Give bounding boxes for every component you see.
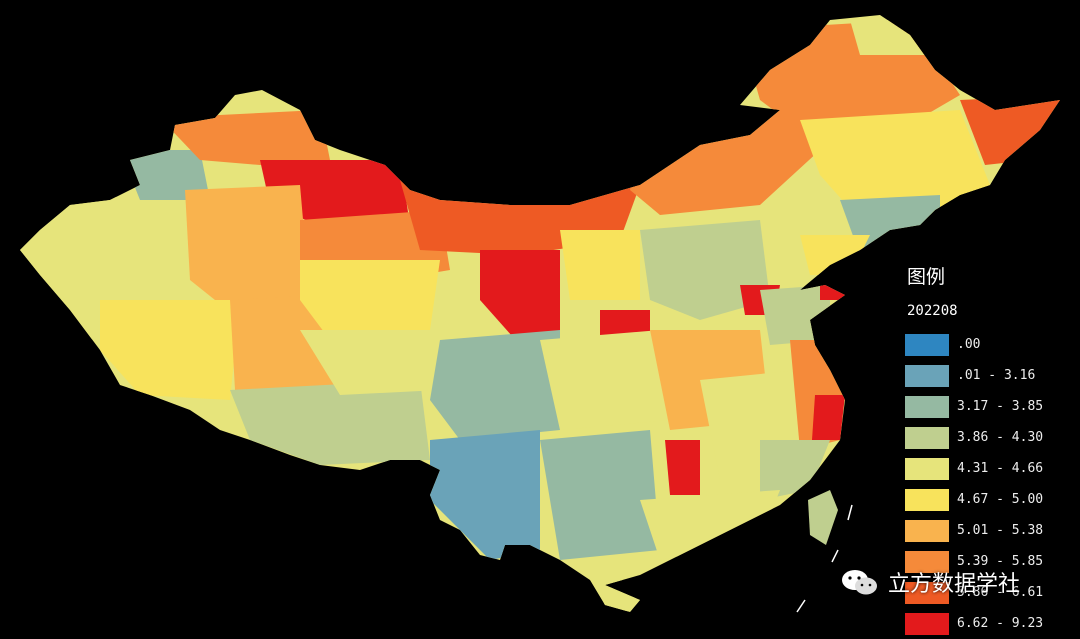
legend-row: 6.62 - 9.23 [905, 608, 1075, 639]
region-guangdong [640, 490, 780, 560]
legend-row: 5.86 - 6.61 [905, 577, 1075, 608]
legend-label: 5.01 - 5.38 [957, 523, 1044, 538]
legend-swatch [905, 519, 949, 542]
region-daxinganling [850, 20, 925, 55]
region-sichuan-east [540, 330, 670, 430]
dash-segment [847, 504, 853, 521]
legend-label: .01 - 3.16 [957, 368, 1036, 383]
legend-label: 3.17 - 3.85 [957, 399, 1044, 414]
legend-row: 4.31 - 4.66 [905, 453, 1075, 484]
legend-swatch [905, 581, 949, 604]
legend-swatch [905, 333, 949, 356]
legend-row: 5.01 - 5.38 [905, 515, 1075, 546]
legend-row: 3.86 - 4.30 [905, 422, 1075, 453]
legend-row: .00 [905, 329, 1075, 360]
region-hebei [640, 220, 770, 320]
region-ningxia-gansu [480, 250, 560, 345]
legend-swatch [905, 612, 949, 635]
watermark-text: 立方数据学社 [888, 572, 1021, 597]
legend-label: 4.31 - 4.66 [957, 461, 1044, 476]
region-shanxi-north [560, 230, 640, 300]
legend-title: 图例 [907, 266, 946, 288]
watermark: 立方数据学社 [840, 566, 1020, 598]
region-heilongjiang-east [960, 95, 1060, 165]
region-qinghai-south [300, 330, 440, 395]
region-guizhou-guangxi [540, 430, 660, 560]
region-altay [160, 110, 330, 165]
nine-dash-line [796, 504, 853, 613]
region-hainan [600, 580, 650, 612]
region-sichuan-west [430, 330, 560, 440]
legend-swatch [905, 395, 949, 418]
region-tibet-south [230, 380, 430, 465]
region-zhejiang-hotspot [812, 395, 845, 440]
region-tibet-west [100, 300, 240, 400]
legend-label: 4.67 - 5.00 [957, 492, 1044, 507]
region-qinghai-north [300, 260, 440, 340]
legend-row: 4.67 - 5.00 [905, 484, 1075, 515]
dash-segment [796, 599, 806, 613]
region-aksu [185, 185, 310, 320]
region-fujian [760, 440, 830, 500]
legend-swatch [905, 488, 949, 511]
dash-segment [831, 549, 839, 563]
region-yunnan-west [430, 430, 540, 560]
map-legend: 图例 202208 .00 .01 - 3.16 3.17 - 3.85 3.86 -… [905, 262, 1075, 639]
legend-swatch [905, 426, 949, 449]
legend-label: 5.86 - 6.61 [957, 585, 1044, 600]
legend-row: .01 - 3.16 [905, 360, 1075, 391]
legend-label: 5.39 - 5.85 [957, 554, 1044, 569]
legend-swatch [905, 457, 949, 480]
region-xinjiang-northwest [120, 150, 210, 200]
region-qingdao [820, 285, 850, 300]
legend-subtitle: 202208 [907, 303, 958, 319]
region-hunan-hotspot [665, 440, 700, 495]
legend-swatch [905, 364, 949, 387]
region-shandong [760, 285, 830, 345]
legend-row: 5.39 - 5.85 [905, 546, 1075, 577]
legend-label: .00 [957, 337, 981, 352]
wechat-icon [842, 570, 877, 595]
legend-row: 3.17 - 3.85 [905, 391, 1075, 422]
region-liaoning [800, 235, 870, 275]
legend-swatch [905, 550, 949, 573]
region-heilongjiang-south [800, 110, 990, 220]
region-taiwan [808, 490, 838, 545]
legend-label: 3.86 - 4.30 [957, 430, 1044, 445]
legend-label: 6.62 - 9.23 [957, 616, 1044, 631]
legend-rows: .00 .01 - 3.16 3.17 - 3.85 3.86 - 4.30 4.31 … [905, 329, 1075, 639]
